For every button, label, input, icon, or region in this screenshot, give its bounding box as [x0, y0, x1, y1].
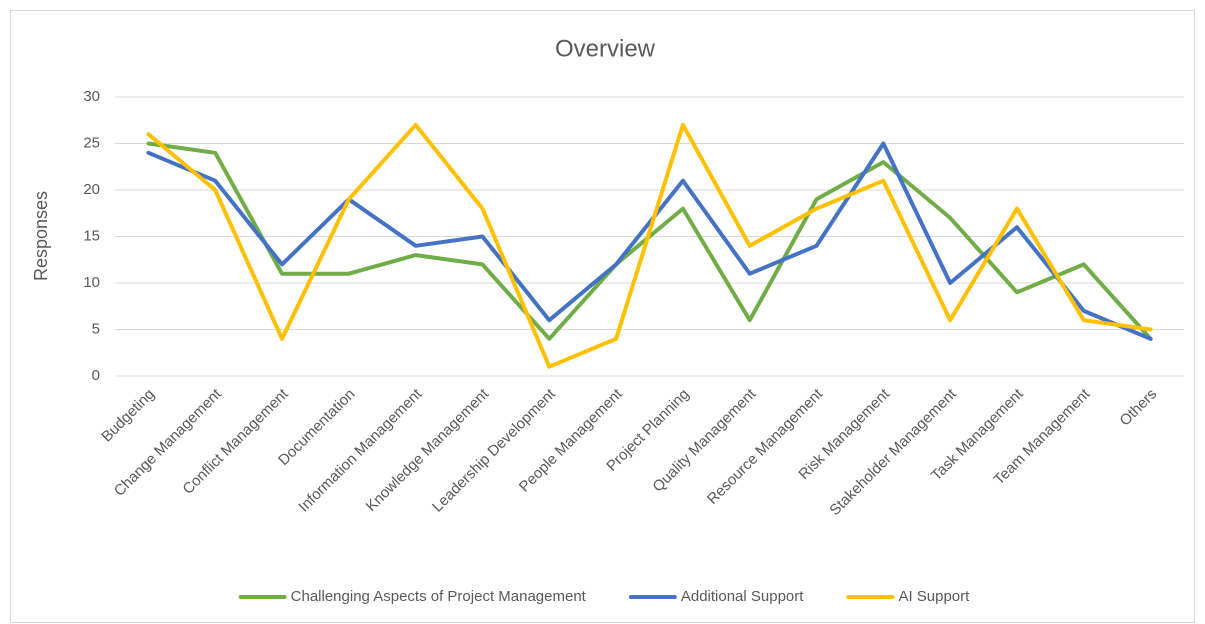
y-tick-label: 15 [83, 227, 100, 244]
y-tick-label: 0 [92, 367, 100, 384]
y-axis-label: Responses [31, 191, 51, 281]
legend-label: Challenging Aspects of Project Managemen… [291, 588, 587, 605]
legend-label: Additional Support [681, 588, 804, 605]
chart-border [10, 10, 1195, 623]
legend-label: AI Support [898, 588, 970, 605]
y-tick-label: 25 [83, 134, 100, 151]
series-line [146, 141, 1153, 341]
y-tick-label: 20 [83, 181, 100, 198]
series-line [146, 122, 1153, 369]
chart-title: Overview [555, 35, 656, 62]
y-tick-label: 30 [83, 88, 100, 105]
y-tick-label: 10 [83, 274, 100, 291]
y-tick-label: 5 [92, 320, 100, 337]
